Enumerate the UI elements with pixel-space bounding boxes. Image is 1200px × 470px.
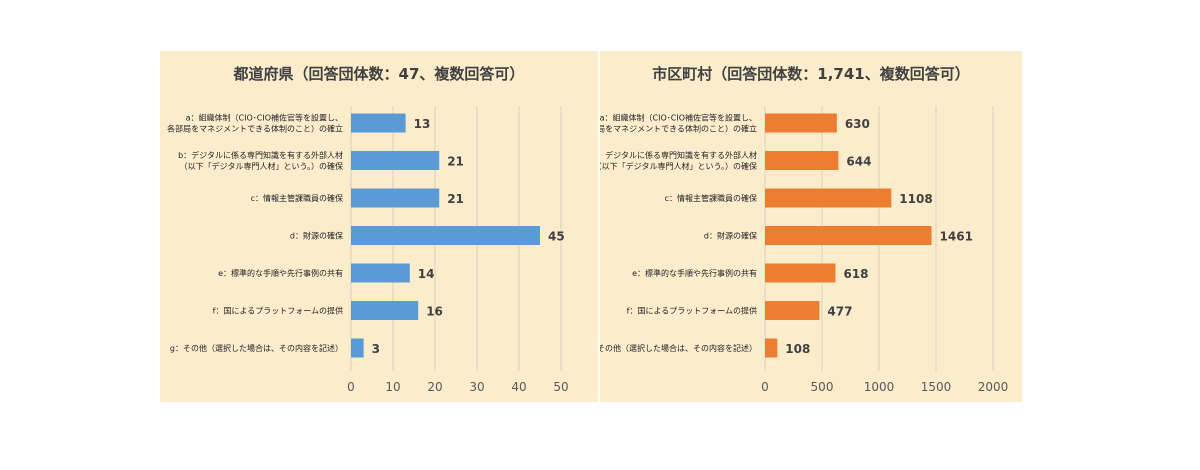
municipality-category-label: a：組織体制（CIO･CIO補佐官等を設置し、 (600, 113, 757, 123)
municipality-category-label: b：デジタルに係る専門知識を有する外部人材 (600, 150, 757, 160)
municipality-category-label: f：国によるプラットフォームの提供 (627, 306, 757, 316)
municipality-value-label: 1461 (940, 230, 973, 244)
prefecture-category-label: e：標準的な手順や先行事例の共有 (218, 268, 343, 278)
municipality-category-label: e：標準的な手順や先行事例の共有 (632, 268, 757, 278)
prefecture-category-label: c：情報主管課職員の確保 (251, 193, 343, 203)
prefecture-category-label: d：財源の確保 (290, 231, 343, 241)
prefecture-value-label: 21 (447, 192, 464, 206)
municipality-category-label: c：情報主管課職員の確保 (665, 193, 757, 203)
prefecture-bar (351, 151, 440, 170)
prefecture-category-label: a：組織体制（CIO･CIO補佐官等を設置し、 (186, 113, 343, 123)
municipality-value-label: 477 (827, 305, 852, 319)
prefecture-value-label: 21 (447, 155, 464, 169)
municipality-bar (765, 188, 892, 208)
municipality-x-tick-label: 2000 (978, 380, 1009, 394)
prefecture-x-tick-label: 20 (427, 380, 442, 394)
prefecture-bar (351, 113, 406, 133)
municipality-value-label: 630 (845, 117, 870, 131)
prefecture-chart-title: 都道府県（回答団体数：47、複数回答可） (233, 65, 525, 83)
prefecture-x-tick-label: 50 (553, 380, 568, 394)
prefecture-category-label: （以下「デジタル専門人材」という。）の確保 (180, 161, 343, 171)
municipality-bar-chart: 0 500 1000 1500 2000 630 a：組織体制（CIO･CIO補佐官等を設置… (600, 106, 1009, 394)
municipality-value-label: 1108 (899, 192, 932, 206)
municipality-bar (765, 113, 837, 133)
municipality-bar (765, 263, 836, 283)
municipality-x-tick-label: 1500 (921, 380, 952, 394)
municipality-bar (765, 338, 778, 358)
prefecture-bar-chart: 0 10 20 30 40 50 13 a：組織体制（CIO･CIO補佐官等を設置し、各部局を… (167, 106, 569, 394)
municipality-x-tick-label: 500 (811, 380, 834, 394)
prefecture-category-label: g：その他（選択した場合は、その内容を記述） (170, 343, 343, 353)
prefecture-category-label: 各部局をマネジメントできる体制のこと）の確立 (167, 124, 343, 134)
prefecture-x-tick-label: 0 (347, 380, 355, 394)
municipality-bar (765, 151, 839, 170)
municipality-category-label: （以下「デジタル専門人材」という。）の確保 (600, 161, 757, 171)
municipality-bar (765, 301, 820, 320)
municipality-value-label: 108 (785, 342, 810, 356)
prefecture-bar (351, 338, 364, 358)
prefecture-bar (351, 188, 440, 208)
prefecture-chart-panel: 都道府県（回答団体数：47、複数回答可） 0 10 20 30 40 50 13 a：組織体制… (160, 51, 598, 402)
municipality-bar (765, 226, 932, 245)
prefecture-value-label: 45 (548, 230, 565, 244)
prefecture-value-label: 14 (418, 267, 435, 281)
prefecture-value-label: 13 (414, 117, 431, 131)
prefecture-value-label: 16 (426, 305, 443, 319)
municipality-category-label: g：その他（選択した場合は、その内容を記述） (600, 343, 757, 353)
municipality-x-tick-label: 1000 (864, 380, 895, 394)
municipality-x-tick-label: 0 (761, 380, 769, 394)
municipality-value-label: 618 (843, 267, 868, 281)
prefecture-x-tick-label: 30 (469, 380, 484, 394)
municipality-value-label: 644 (846, 155, 871, 169)
prefecture-x-tick-label: 10 (385, 380, 400, 394)
municipality-category-label: d：財源の確保 (704, 231, 757, 241)
municipality-chart-title: 市区町村（回答団体数：1,741、複数回答可） (652, 65, 970, 83)
municipality-category-label: 各部局をマネジメントできる体制のこと）の確立 (600, 124, 757, 134)
prefecture-category-label: b：デジタルに係る専門知識を有する外部人材 (178, 150, 343, 160)
prefecture-bar (351, 301, 419, 320)
prefecture-bar (351, 263, 410, 283)
municipality-chart-panel: 市区町村（回答団体数：1,741、複数回答可） 0 500 1000 1500 2000… (600, 51, 1022, 402)
prefecture-x-tick-label: 40 (511, 380, 526, 394)
prefecture-value-label: 3 (372, 342, 380, 356)
prefecture-bar (351, 226, 540, 245)
prefecture-category-label: f：国によるプラットフォームの提供 (213, 306, 343, 316)
